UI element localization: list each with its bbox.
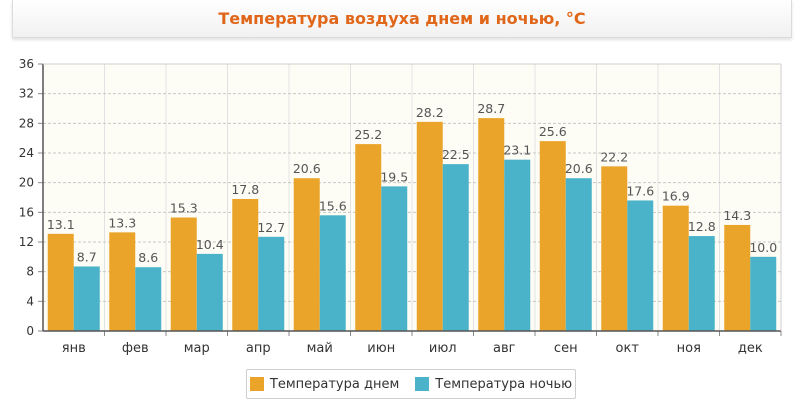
y-tick-label: 8 [26, 265, 34, 279]
bar-night [627, 200, 654, 331]
data-label-day: 28.2 [416, 105, 444, 120]
data-label-night: 17.6 [626, 183, 654, 198]
legend-label-day: Температура днем [269, 376, 400, 392]
bar-night [196, 253, 223, 331]
x-tick-label: июн [367, 341, 395, 356]
bar-day [355, 144, 382, 331]
chart-title: Температура воздуха днем и ночью, °C [218, 9, 586, 28]
legend-item-day[interactable]: Температура днем [249, 376, 400, 392]
x-tick-label: авг [493, 341, 516, 356]
x-tick-label: дек [738, 341, 763, 356]
data-label-night: 12.7 [257, 220, 285, 235]
x-tick-label: май [307, 341, 333, 356]
x-tick-label: июл [429, 341, 457, 356]
data-label-night: 19.5 [380, 169, 408, 184]
bar-night [688, 236, 715, 331]
y-tick-label: 36 [19, 57, 34, 71]
data-label-day: 28.7 [477, 101, 505, 116]
data-label-night: 15.6 [319, 198, 347, 213]
bar-night [504, 159, 531, 331]
data-label-night: 22.5 [442, 147, 470, 162]
bar-night [319, 215, 346, 331]
y-tick-label: 24 [19, 146, 34, 160]
data-label-day: 13.1 [47, 217, 75, 232]
bar-night [73, 266, 100, 331]
bar-day [724, 224, 751, 331]
y-tick-label: 12 [19, 235, 34, 249]
data-label-day: 20.6 [293, 161, 321, 176]
data-label-day: 22.2 [600, 149, 628, 164]
legend-item-night[interactable]: Температура ночью [415, 377, 572, 392]
legend-label-night: Температура ночью [435, 376, 573, 392]
bar-night [442, 164, 469, 331]
x-tick-label: апр [246, 341, 271, 356]
y-tick-label: 16 [19, 205, 34, 219]
bar-day [662, 205, 689, 331]
chart-title-box: Температура воздуха днем и ночью, °C [12, 0, 792, 38]
data-label-night: 8.7 [77, 249, 97, 264]
chart-legend: Температура днем Температура ночью [246, 369, 576, 399]
data-label-night: 10.0 [749, 240, 777, 255]
bar-night [750, 256, 777, 331]
bar-day [109, 232, 136, 331]
data-label-day: 17.8 [231, 182, 259, 197]
bar-day [170, 217, 197, 331]
data-label-day: 25.6 [539, 124, 567, 139]
y-tick-label: 28 [19, 116, 34, 130]
y-tick-label: 4 [26, 294, 34, 308]
bar-day [416, 121, 443, 331]
data-label-night: 12.8 [688, 219, 716, 234]
bar-day [293, 178, 320, 331]
data-label-day: 16.9 [662, 189, 690, 204]
bar-night [565, 178, 592, 331]
data-label-night: 10.4 [196, 237, 224, 252]
y-tick-label: 20 [19, 176, 34, 190]
bar-day [539, 141, 566, 331]
data-label-day: 14.3 [723, 208, 751, 223]
data-label-day: 13.3 [108, 215, 136, 230]
bar-night [258, 236, 285, 331]
bar-night [381, 186, 408, 331]
data-label-night: 8.6 [138, 250, 158, 265]
bar-day [47, 233, 74, 331]
y-tick-label: 0 [26, 324, 34, 338]
bar-day [232, 198, 259, 331]
x-tick-label: мар [184, 341, 210, 356]
data-label-night: 20.6 [565, 161, 593, 176]
x-tick-label: янв [62, 341, 86, 356]
x-tick-label: ноя [677, 341, 701, 356]
x-tick-label: окт [616, 341, 640, 356]
bar-day [601, 166, 628, 331]
bar-night [135, 267, 162, 331]
x-tick-label: фев [122, 341, 149, 356]
bar-day [478, 118, 505, 332]
data-label-night: 23.1 [503, 143, 531, 158]
legend-swatch-day [249, 377, 264, 391]
x-tick-label: сен [554, 341, 578, 356]
data-label-day: 15.3 [170, 201, 198, 216]
data-label-day: 25.2 [354, 127, 382, 142]
legend-swatch-night [415, 377, 430, 391]
y-tick-label: 32 [19, 87, 34, 101]
